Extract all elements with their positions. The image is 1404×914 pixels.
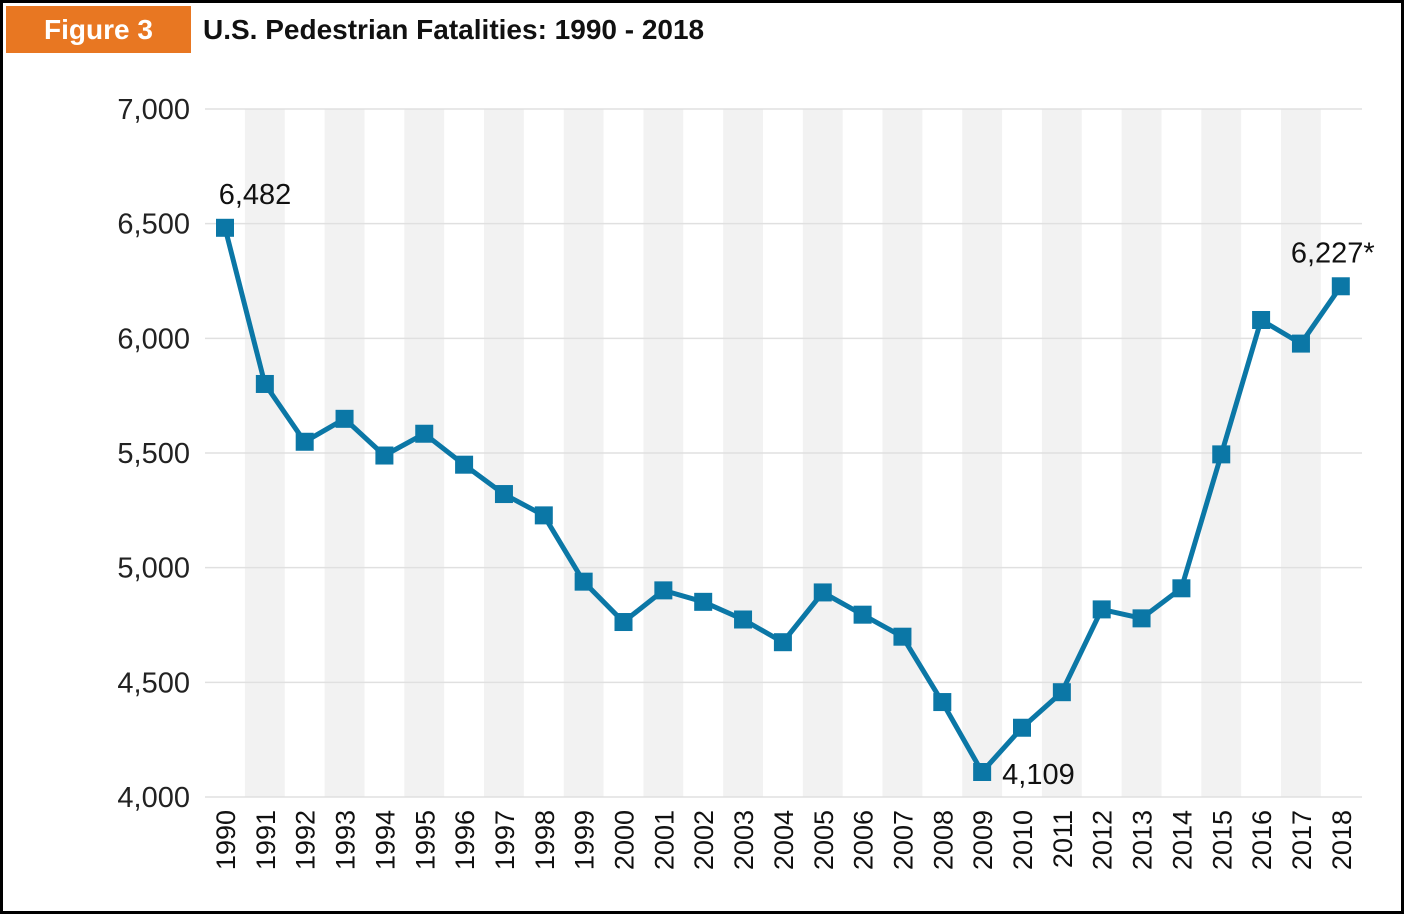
x-tick-label: 2004 — [769, 810, 799, 870]
data-point-1997 — [494, 485, 513, 504]
x-tick-label: 1995 — [410, 810, 440, 870]
x-tick-label: 2018 — [1327, 810, 1357, 870]
x-tick-label: 1991 — [251, 810, 281, 870]
data-point-2004 — [773, 633, 792, 652]
data-point-2009 — [973, 763, 992, 782]
x-tick-label: 1999 — [570, 810, 600, 870]
x-tick-label: 2000 — [610, 810, 640, 870]
y-tick-label: 5,000 — [117, 553, 190, 585]
data-point-2010 — [1013, 718, 1031, 737]
x-tick-label: 2012 — [1088, 810, 1118, 870]
data-point-2011 — [1052, 683, 1071, 702]
y-tick-label: 6,000 — [117, 323, 190, 355]
data-label-2018: 6,227* — [1291, 237, 1375, 269]
x-tick-label: 1992 — [291, 810, 321, 870]
x-tick-label: 2007 — [888, 810, 918, 870]
data-point-1991 — [255, 374, 274, 393]
gridlines — [205, 108, 1362, 798]
x-tick-label: 1997 — [490, 810, 520, 870]
x-tick-label: 2017 — [1287, 810, 1317, 870]
y-tick-label: 4,500 — [117, 667, 190, 699]
data-point-2000 — [614, 613, 633, 632]
y-tick-label: 6,500 — [117, 209, 190, 241]
y-tick-label: 5,500 — [117, 438, 190, 470]
x-axis-ticks: 1990 1991 1992 1993 1994 1995 1996 1997 1998 1999… — [211, 810, 1357, 870]
y-axis-ticks: 4,000 4,500 5,000 5,500 6,000 6,500 7,000 — [117, 94, 190, 814]
x-tick-label: 2011 — [1048, 810, 1078, 868]
series-fatalities — [216, 218, 1350, 782]
data-point-2016 — [1252, 310, 1271, 329]
data-point-1996 — [455, 455, 474, 474]
x-tick-label: 2006 — [849, 810, 879, 870]
x-tick-label: 2002 — [689, 810, 719, 870]
x-tick-label: 2016 — [1247, 810, 1277, 870]
x-tick-label: 1993 — [331, 810, 361, 870]
x-tick-label: 2013 — [1128, 810, 1158, 870]
data-point-1993 — [335, 409, 354, 428]
data-point-1995 — [415, 424, 434, 443]
x-tick-label: 2009 — [968, 810, 998, 870]
data-labels: 6,482 4,109 6,227* — [219, 179, 1375, 791]
data-point-2014 — [1172, 579, 1191, 598]
x-tick-label: 2010 — [1008, 810, 1038, 870]
data-point-1999 — [574, 572, 593, 591]
x-tick-label: 2014 — [1167, 810, 1197, 870]
x-tick-label: 1990 — [211, 810, 241, 870]
data-point-2001 — [654, 581, 673, 600]
x-tick-label: 2005 — [809, 810, 839, 870]
series-line — [222, 227, 1343, 775]
data-point-2013 — [1132, 609, 1151, 628]
data-point-1992 — [295, 432, 314, 451]
x-tick-label: 1998 — [530, 810, 560, 870]
data-point-1994 — [375, 446, 394, 465]
data-point-2015 — [1212, 445, 1231, 464]
y-tick-label: 7,000 — [117, 94, 190, 126]
data-point-2003 — [734, 610, 753, 629]
figure-label: Figure 3 — [6, 6, 191, 53]
data-point-2018 — [1331, 277, 1350, 296]
x-tick-label: 2001 — [649, 810, 679, 870]
data-point-2017 — [1291, 334, 1310, 353]
data-point-2005 — [813, 583, 832, 602]
data-point-1990 — [216, 218, 234, 237]
data-point-2008 — [933, 693, 952, 712]
x-tick-label: 2015 — [1207, 810, 1237, 870]
y-tick-label: 4,000 — [117, 782, 190, 814]
data-point-2006 — [853, 605, 872, 624]
chart-title: U.S. Pedestrian Fatalities: 1990 - 2018 — [203, 14, 705, 45]
data-label-2009: 4,109 — [1002, 759, 1075, 791]
x-tick-label: 1994 — [370, 810, 400, 870]
data-point-1998 — [534, 506, 553, 525]
data-point-2002 — [694, 592, 713, 611]
x-tick-label: 2003 — [729, 810, 759, 870]
data-point-2007 — [893, 627, 912, 646]
data-point-2012 — [1092, 600, 1111, 619]
x-tick-label: 1996 — [450, 810, 480, 870]
x-tick-label: 2008 — [928, 810, 958, 870]
data-label-1990: 6,482 — [219, 179, 292, 211]
